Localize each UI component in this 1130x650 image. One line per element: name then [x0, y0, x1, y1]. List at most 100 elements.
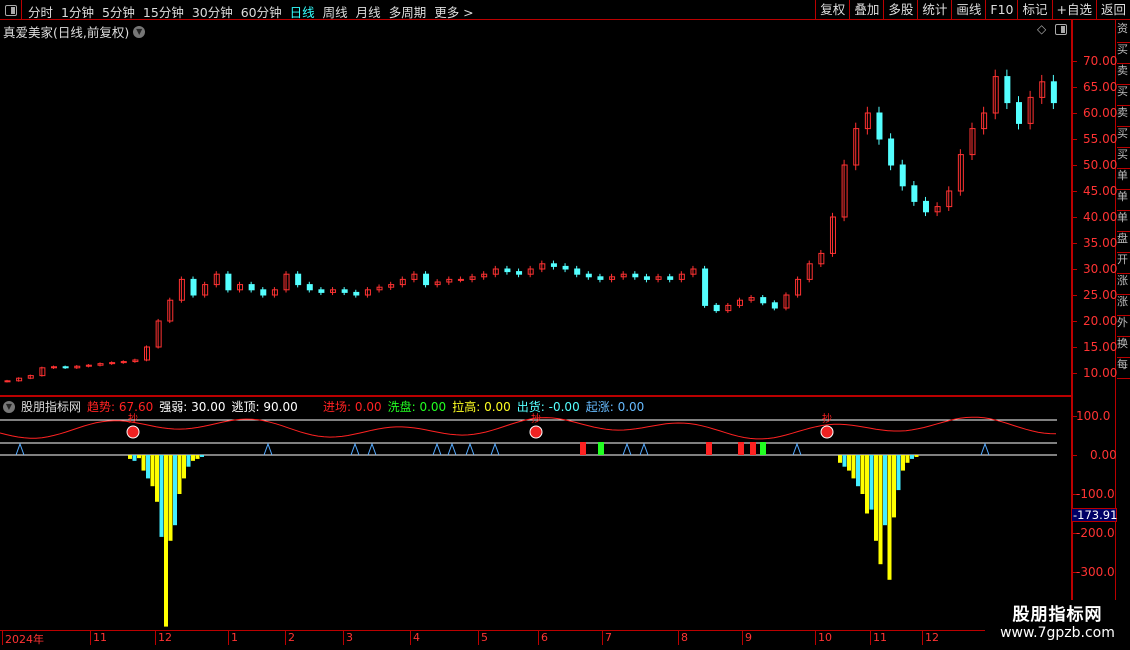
- histogram-bar: [173, 455, 177, 526]
- layout-toggle-button[interactable]: [0, 0, 22, 20]
- side-tab[interactable]: 买: [1117, 148, 1130, 169]
- candle: [388, 281, 395, 290]
- candle: [16, 377, 23, 382]
- logo-name: 股朋指标网: [1012, 605, 1103, 625]
- histogram-bar: [164, 455, 168, 627]
- histogram-bar: [874, 455, 878, 541]
- signal-bar: [706, 442, 712, 455]
- tool-button[interactable]: +自选: [1051, 0, 1096, 20]
- chart-title[interactable]: 真爱美家(日线,前复权) ▼: [3, 22, 146, 41]
- histogram-bar: [878, 455, 883, 565]
- candle: [957, 149, 964, 196]
- period-tab[interactable]: 15分钟: [142, 5, 184, 20]
- period-tab[interactable]: 1分钟: [61, 5, 94, 20]
- histogram-bar: [168, 455, 173, 541]
- side-tab[interactable]: 盘: [1117, 232, 1130, 253]
- tool-button[interactable]: 统计: [917, 0, 951, 20]
- peak-marker: [465, 442, 475, 456]
- side-tab[interactable]: 卖: [1117, 64, 1130, 85]
- axis-tick: [1071, 191, 1077, 192]
- side-tab[interactable]: 换: [1117, 337, 1130, 358]
- axis-tick: [1071, 494, 1077, 495]
- side-tab[interactable]: 资: [1117, 22, 1130, 43]
- period-tab[interactable]: 60分钟: [240, 5, 282, 20]
- panel-separator[interactable]: [0, 395, 1071, 397]
- side-tab[interactable]: 每: [1117, 358, 1130, 379]
- candle: [911, 181, 918, 206]
- candle: [783, 292, 790, 311]
- buy-signal-marker: 抄: [529, 412, 543, 439]
- indicator-values: 进场: 0.00 洗盘: 0.00 拉高: 0.00 出货: -0.00 起涨:…: [323, 398, 644, 415]
- candle: [864, 106, 871, 135]
- diamond-icon[interactable]: ◇: [1037, 22, 1047, 36]
- candle: [120, 360, 127, 364]
- side-tab[interactable]: 涨: [1117, 274, 1130, 295]
- time-label: 6: [538, 631, 548, 645]
- tool-button[interactable]: F10: [985, 0, 1017, 20]
- period-tab[interactable]: 多周期: [388, 5, 427, 20]
- tool-button[interactable]: 画线: [951, 0, 985, 20]
- side-tab[interactable]: 买: [1117, 43, 1130, 64]
- candle: [597, 273, 604, 283]
- candle: [97, 362, 104, 367]
- chevron-down-icon[interactable]: ▼: [3, 400, 15, 413]
- tool-button[interactable]: 标记: [1017, 0, 1051, 20]
- candle: [632, 271, 639, 280]
- period-tab[interactable]: 更多 >: [434, 5, 474, 20]
- chevron-down-icon[interactable]: ▼: [133, 25, 146, 38]
- candle: [178, 276, 185, 303]
- axis-tick: [1071, 416, 1077, 417]
- indicator-axis-label: 100.0: [1076, 409, 1111, 423]
- indicator-name[interactable]: 股朋指标网: [21, 400, 82, 414]
- buy-signal-marker: 抄: [820, 412, 834, 439]
- tool-button[interactable]: 复权: [815, 0, 849, 20]
- buy-signal-marker: 抄: [126, 412, 140, 439]
- rise-value: 起涨: 0.00: [585, 400, 645, 414]
- candle: [225, 271, 232, 293]
- tool-button[interactable]: 返回: [1095, 0, 1130, 20]
- candle: [423, 271, 430, 288]
- candle: [202, 281, 209, 298]
- side-tab[interactable]: 单: [1117, 190, 1130, 211]
- axis-tick: [1071, 217, 1077, 218]
- candle: [237, 281, 244, 293]
- period-tab[interactable]: 日线: [289, 5, 315, 20]
- tool-button[interactable]: 叠加: [849, 0, 883, 20]
- side-tab[interactable]: 单: [1117, 169, 1130, 190]
- side-tab[interactable]: 涨: [1117, 295, 1130, 316]
- side-tab[interactable]: 开: [1117, 253, 1130, 274]
- logo-url: www.7gpzb.com: [1000, 625, 1115, 641]
- axis-tick: [1071, 295, 1077, 296]
- side-tab[interactable]: 卖: [1117, 106, 1130, 127]
- candle: [109, 361, 116, 365]
- peak-marker: [792, 442, 802, 456]
- price-label: 25.00: [1083, 288, 1118, 302]
- side-tab[interactable]: 外: [1117, 316, 1130, 337]
- side-tab[interactable]: 买: [1117, 85, 1130, 106]
- candle: [492, 265, 499, 278]
- candle: [667, 273, 674, 283]
- candle: [760, 295, 767, 306]
- side-tab[interactable]: 单: [1117, 211, 1130, 232]
- histogram-bar: [191, 455, 195, 461]
- candlestick-chart[interactable]: 抄抄抄: [0, 0, 1071, 630]
- indicator-axis-label: -100.0: [1076, 487, 1115, 501]
- time-label: 8: [678, 631, 688, 645]
- candle: [806, 260, 813, 283]
- candle: [318, 287, 325, 296]
- period-tab[interactable]: 30分钟: [191, 5, 233, 20]
- panel-icon[interactable]: [1055, 24, 1067, 35]
- ship-value: 出货: -0.00: [516, 400, 580, 414]
- side-tab[interactable]: 买: [1117, 127, 1130, 148]
- price-label: 15.00: [1083, 340, 1118, 354]
- price-label: 10.00: [1083, 366, 1118, 380]
- top-value: 逃顶: 90.00: [231, 400, 298, 414]
- period-tab[interactable]: 分时: [28, 5, 54, 20]
- period-tab[interactable]: 5分钟: [101, 5, 135, 20]
- peak-marker: [490, 442, 500, 456]
- period-tab[interactable]: 月线: [355, 5, 381, 20]
- panel-icon: [4, 4, 17, 16]
- tool-button[interactable]: 多股: [883, 0, 917, 20]
- period-tab[interactable]: 周线: [322, 5, 348, 20]
- time-label: 11: [870, 631, 887, 645]
